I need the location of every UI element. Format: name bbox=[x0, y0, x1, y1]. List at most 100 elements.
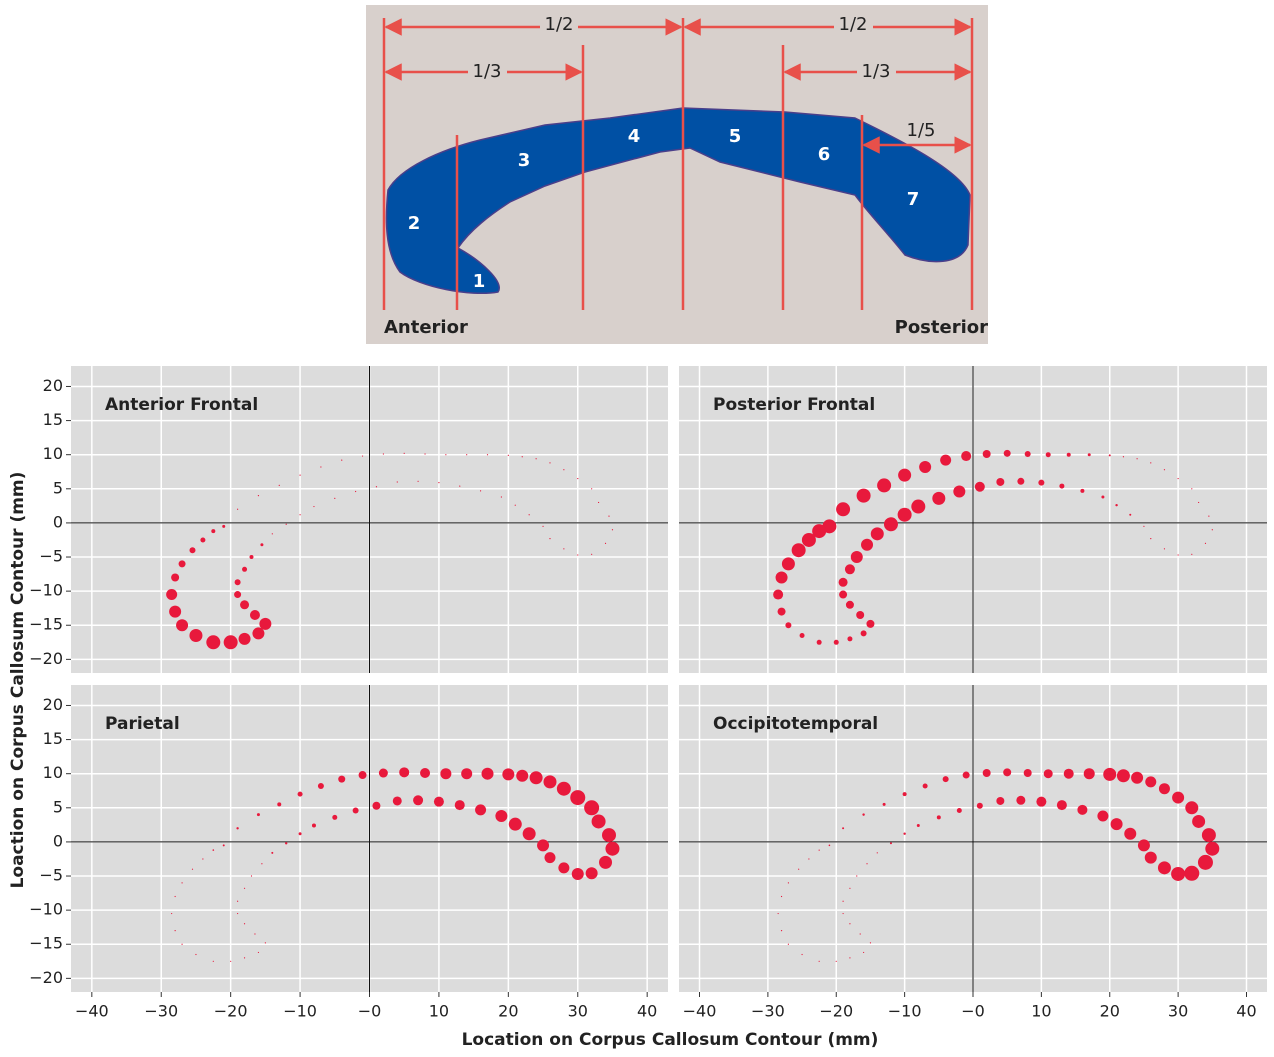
bubble bbox=[501, 496, 502, 497]
x-tick-label: 40 bbox=[1236, 1002, 1256, 1021]
bubble bbox=[1198, 502, 1199, 503]
bubble bbox=[244, 923, 245, 924]
bubble bbox=[846, 601, 854, 609]
bubble bbox=[1044, 769, 1053, 778]
bubble bbox=[176, 619, 188, 631]
bubble bbox=[785, 622, 791, 628]
bubble bbox=[466, 454, 467, 455]
bubble bbox=[839, 591, 847, 599]
bubble bbox=[1208, 515, 1209, 516]
bubble bbox=[202, 858, 203, 859]
bubble bbox=[961, 451, 971, 461]
bubble bbox=[866, 620, 874, 628]
bubble bbox=[254, 933, 255, 934]
bubble bbox=[870, 942, 871, 943]
bubble bbox=[847, 636, 852, 641]
bubble bbox=[898, 469, 911, 482]
bubble bbox=[819, 849, 820, 850]
bubble bbox=[372, 802, 380, 810]
bubble bbox=[845, 564, 855, 574]
bubble bbox=[1145, 852, 1157, 864]
bubble bbox=[983, 769, 991, 777]
bubble bbox=[417, 481, 418, 482]
region-label: 1 bbox=[473, 271, 486, 292]
bubble bbox=[800, 633, 805, 638]
bubble bbox=[903, 792, 907, 796]
region-label: 4 bbox=[628, 126, 641, 147]
bubble bbox=[509, 818, 522, 831]
bubble bbox=[983, 450, 991, 458]
bubble bbox=[213, 961, 214, 962]
corpus-callosum-diagram: 1/2 1/2 1/3 1/3 1/5 1 2 3 4 5 6 7 Anteri… bbox=[366, 5, 988, 344]
bubble bbox=[1145, 776, 1156, 787]
bubble bbox=[1038, 480, 1044, 486]
bubble bbox=[334, 498, 335, 499]
bubble bbox=[1172, 792, 1184, 804]
bubble bbox=[1136, 458, 1137, 459]
bubble bbox=[480, 490, 481, 491]
x-tick-label: 10 bbox=[429, 1002, 449, 1021]
bubble bbox=[911, 500, 925, 514]
bubble bbox=[175, 896, 176, 897]
bubble bbox=[353, 808, 359, 814]
bubble bbox=[856, 875, 857, 876]
bubble bbox=[1016, 796, 1025, 805]
bubble bbox=[239, 633, 251, 645]
bubble bbox=[332, 815, 337, 820]
bubble bbox=[237, 509, 238, 510]
bubble bbox=[1117, 769, 1130, 782]
x-tick-label: 30 bbox=[1168, 1002, 1188, 1021]
panel-title: Posterior Frontal bbox=[713, 395, 875, 415]
bubble bbox=[1024, 769, 1032, 777]
bubble bbox=[549, 538, 550, 539]
y-tick-label: −10 bbox=[29, 581, 63, 600]
bubble bbox=[461, 768, 472, 779]
bubble bbox=[257, 813, 260, 816]
bubble bbox=[379, 769, 388, 778]
bubble bbox=[877, 852, 878, 853]
bubble bbox=[1111, 818, 1123, 830]
bubble bbox=[171, 573, 179, 581]
bubble bbox=[230, 961, 231, 962]
bubble bbox=[542, 526, 543, 527]
bubble bbox=[189, 629, 202, 642]
bubble bbox=[1129, 514, 1131, 516]
x-tick-label: −0 bbox=[358, 1002, 382, 1021]
bubble bbox=[1017, 478, 1024, 485]
fraction-label: 1/2 bbox=[545, 14, 574, 35]
bubble bbox=[1088, 453, 1091, 456]
bubble bbox=[1198, 855, 1213, 870]
bubble bbox=[996, 478, 1004, 486]
bubble bbox=[523, 827, 536, 840]
bubble bbox=[591, 554, 592, 555]
bubble bbox=[842, 827, 844, 829]
bubble bbox=[359, 771, 367, 779]
bubble bbox=[592, 814, 606, 828]
bubble bbox=[1003, 768, 1011, 776]
y-tick-label: 10 bbox=[43, 444, 63, 463]
bubble bbox=[445, 454, 446, 455]
bubble bbox=[836, 961, 837, 962]
y-tick-label: −20 bbox=[29, 968, 63, 987]
bubble bbox=[189, 547, 195, 553]
bubble bbox=[849, 923, 850, 924]
bubble bbox=[608, 515, 609, 516]
bubble bbox=[577, 478, 578, 479]
bubble bbox=[237, 913, 238, 914]
bubble bbox=[455, 800, 465, 810]
bubble bbox=[482, 768, 494, 780]
bubble bbox=[530, 771, 543, 784]
bubble bbox=[459, 485, 460, 486]
bubble bbox=[788, 944, 789, 945]
bubble bbox=[782, 557, 795, 570]
bubble bbox=[773, 590, 783, 600]
bubble bbox=[1184, 866, 1199, 881]
bubble bbox=[1025, 451, 1031, 457]
bubble bbox=[285, 842, 287, 844]
y-tick-label: 5 bbox=[53, 478, 63, 497]
bubble bbox=[251, 875, 252, 876]
bubble bbox=[393, 796, 402, 805]
x-tick-label: 30 bbox=[568, 1002, 588, 1021]
bubble bbox=[338, 776, 345, 783]
region-label: 2 bbox=[408, 213, 421, 234]
